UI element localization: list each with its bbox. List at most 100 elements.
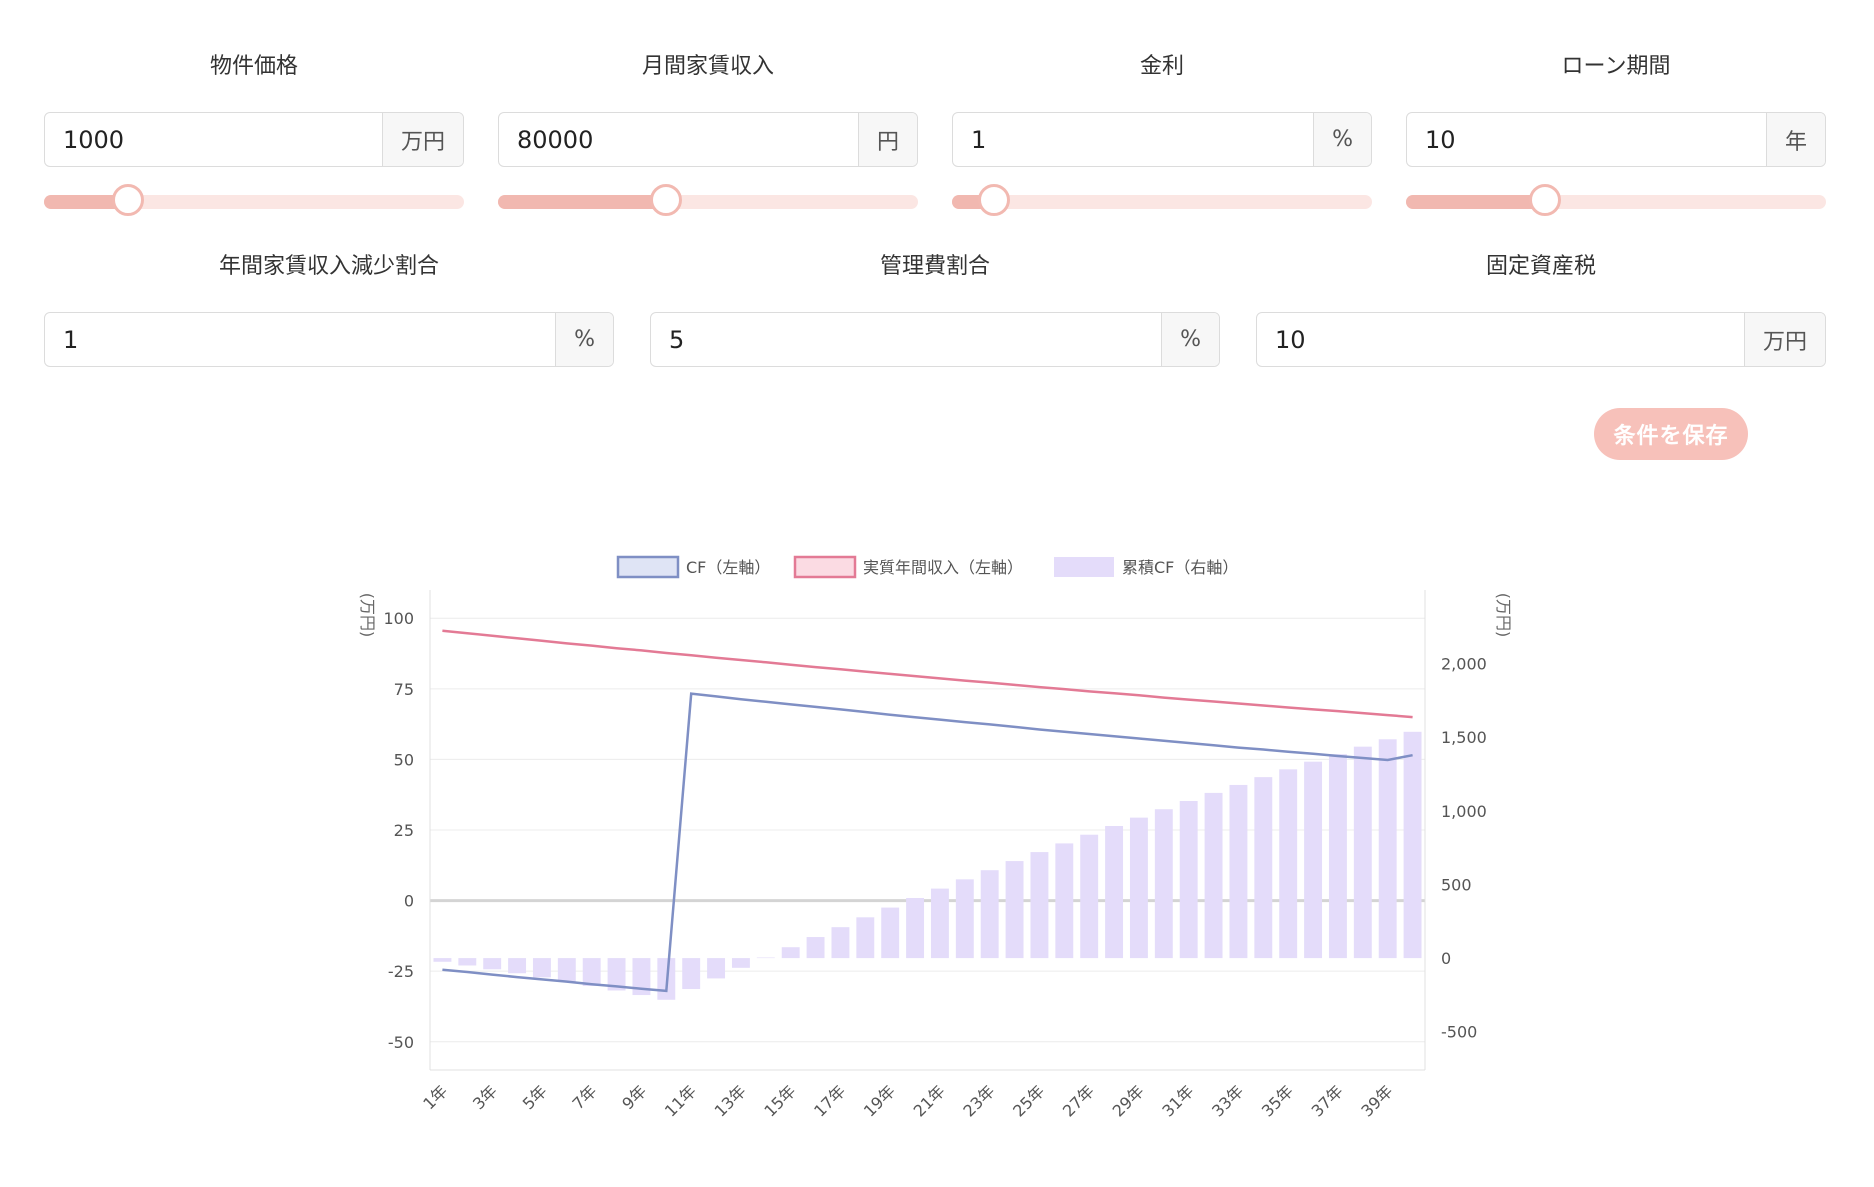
legend-label: CF（左軸） xyxy=(686,558,770,577)
y-right-tick-label: 1,000 xyxy=(1441,802,1487,821)
cumulative-cf-bar xyxy=(955,879,974,959)
y-left-tick-label: 75 xyxy=(394,680,414,699)
cumulative-cf-bar xyxy=(682,958,701,990)
x-tick-label: 19年 xyxy=(860,1081,899,1120)
x-tick-label: 21年 xyxy=(910,1081,949,1120)
rate-input[interactable] xyxy=(953,113,1314,166)
cf-line xyxy=(442,692,1413,993)
legend-label: 累積CF（右軸） xyxy=(1122,558,1238,577)
field-mgmt: 管理費割合 % xyxy=(650,252,1220,372)
mgmt-label: 管理費割合 xyxy=(879,254,990,279)
cumulative-cf-bar xyxy=(1179,800,1198,959)
price-input[interactable] xyxy=(45,113,382,166)
price-slider-track xyxy=(44,195,464,209)
decline-input-group: % xyxy=(44,312,614,367)
y-right-tick-label: 2,000 xyxy=(1441,655,1487,674)
cumulative-cf-bar xyxy=(1403,731,1422,959)
rent-slider[interactable] xyxy=(498,184,918,216)
y-right-tick-label: 1,500 xyxy=(1441,728,1487,747)
tax-unit: 万円 xyxy=(1743,313,1825,366)
x-tick-label: 27年 xyxy=(1059,1081,1098,1120)
rent-input[interactable] xyxy=(499,113,858,166)
y-left-tick-label: -50 xyxy=(388,1033,414,1052)
cumulative-cf-bar xyxy=(1030,852,1049,959)
decline-label: 年間家賃収入減少割合 xyxy=(218,254,439,279)
field-rate: 金利 % xyxy=(952,52,1372,222)
term-slider-thumb[interactable] xyxy=(1528,184,1561,216)
cumulative-cf-bar xyxy=(1204,792,1223,959)
cumulative-cf-bar xyxy=(930,888,949,959)
cumulative-cf-bar xyxy=(707,958,726,979)
term-slider-fill xyxy=(1406,195,1545,209)
legend-swatch xyxy=(793,555,857,579)
cumulative-cf-bar xyxy=(731,958,750,968)
tax-input[interactable] xyxy=(1257,313,1744,366)
cumulative-cf-bar xyxy=(1129,817,1148,959)
x-tick-label: 9年 xyxy=(618,1081,650,1113)
mgmt-unit: % xyxy=(1161,313,1219,366)
x-tick-label: 35年 xyxy=(1258,1081,1297,1120)
cumulative-cf-bar xyxy=(433,958,452,962)
cumulative-cf-bar xyxy=(1304,761,1323,959)
x-tick-label: 13年 xyxy=(711,1081,750,1120)
field-rent: 月間家賃収入 円 xyxy=(498,52,918,222)
y-right-tick-label: 0 xyxy=(1441,949,1451,968)
field-decline: 年間家賃収入減少割合 % xyxy=(44,252,614,372)
price-label: 物件価格 xyxy=(209,54,298,79)
cumulative-cf-bar xyxy=(906,898,925,959)
x-tick-label: 33年 xyxy=(1208,1081,1247,1120)
price-slider-thumb[interactable] xyxy=(112,184,144,216)
legend-label: 実質年間収入（左軸） xyxy=(863,558,1023,577)
cumulative-cf-bars xyxy=(433,731,1422,1000)
cumulative-cf-bar xyxy=(806,937,825,959)
chart-legend: CF（左軸） 実質年間収入（左軸） 累積CF（右軸） xyxy=(616,555,1238,579)
cumulative-cf-bar xyxy=(1328,754,1347,959)
x-tick-label: 1年 xyxy=(419,1081,451,1113)
cumulative-cf-bar xyxy=(607,958,626,991)
rate-slider-thumb[interactable] xyxy=(978,184,1010,216)
tax-label: 固定資産税 xyxy=(1485,254,1596,279)
chart-grid xyxy=(430,617,1425,1043)
x-tick-label: 15年 xyxy=(760,1081,799,1120)
legend-swatch xyxy=(1054,557,1114,577)
cumulative-cf-bar xyxy=(1254,777,1273,959)
term-input[interactable] xyxy=(1407,113,1766,166)
term-input-group: 年 xyxy=(1406,112,1826,167)
field-price: 物件価格 万円 xyxy=(44,52,464,222)
cumulative-cf-bar xyxy=(1154,809,1173,959)
save-conditions-button[interactable]: 条件を保存 xyxy=(1594,408,1748,460)
field-tax: 固定資産税 万円 xyxy=(1256,252,1826,372)
y-left-unit-label: (万円) xyxy=(358,593,377,638)
legend-swatch xyxy=(616,555,680,579)
cumulative-cf-bar xyxy=(508,958,527,974)
cumulative-cf-bar xyxy=(458,958,477,966)
cumulative-cf-bar xyxy=(483,958,502,970)
cumulative-cf-bar xyxy=(1353,746,1372,959)
x-tick-label: 29年 xyxy=(1109,1081,1148,1120)
field-term: ローン期間 年 xyxy=(1406,52,1826,222)
decline-input[interactable] xyxy=(45,313,556,366)
x-tick-label: 7年 xyxy=(569,1081,601,1113)
rate-slider[interactable] xyxy=(952,184,1372,216)
cumulative-cf-bar xyxy=(582,958,601,986)
y-left-tick-label: -25 xyxy=(388,962,414,981)
rent-slider-thumb[interactable] xyxy=(650,184,682,216)
cumulative-cf-bar xyxy=(856,917,875,959)
price-slider-fill xyxy=(44,195,128,209)
cumulative-cf-bar xyxy=(532,958,551,978)
x-tick-label: 37年 xyxy=(1308,1081,1347,1120)
rent-label: 月間家賃収入 xyxy=(641,54,774,79)
term-slider[interactable] xyxy=(1406,184,1826,216)
mgmt-input-group: % xyxy=(650,312,1220,367)
cumulative-cf-bar xyxy=(881,907,900,959)
term-label: ローン期間 xyxy=(1561,54,1671,79)
tax-input-group: 万円 xyxy=(1256,312,1826,367)
y-left-tick-label: 50 xyxy=(394,750,414,769)
cumulative-cf-bar xyxy=(831,927,850,959)
rate-unit: % xyxy=(1313,113,1371,166)
cumulative-cf-bar xyxy=(1229,784,1248,959)
y-left-tick-label: 100 xyxy=(383,609,414,628)
price-slider[interactable] xyxy=(44,184,464,216)
mgmt-input[interactable] xyxy=(651,313,1162,366)
